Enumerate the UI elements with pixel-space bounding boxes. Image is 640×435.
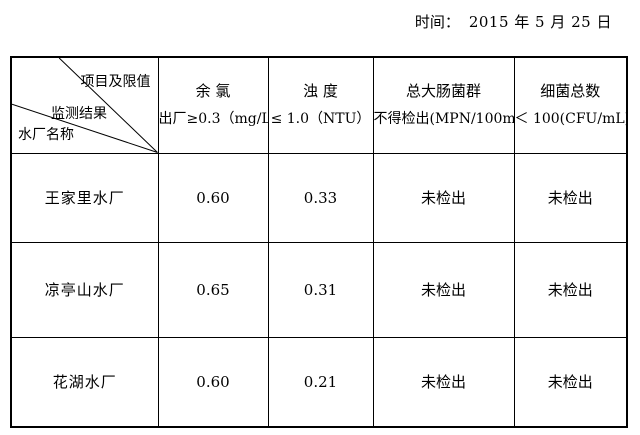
value-cell: 0.33 [267,152,374,243]
column-name: 总大肠菌群 [405,81,481,100]
column-name: 细菌总数 [540,81,601,100]
column-limit: 出厂≥0.3（mg/L） [158,110,267,127]
plant-name-cell: 凉亭山水厂 [10,241,159,338]
value-cell: 0.21 [267,336,374,428]
column-header-turbidity: 浊 度 ≤ 1.0（NTU） [267,56,374,154]
value-cell: 0.65 [157,241,269,338]
corner-label-items: 项目及限值 [80,74,151,90]
table-row: 王家里水厂 0.60 0.33 未检出 未检出 [10,152,628,243]
value-cell: 未检出 [513,241,628,338]
value-cell: 未检出 [372,241,515,338]
value-cell: 未检出 [513,152,628,243]
diagonal-divider-lines [12,58,157,152]
plant-name-cell: 花湖水厂 [10,336,159,428]
water-quality-table: 项目及限值 监测结果 水厂名称 余 氯 出厂≥0.3（mg/L） 浊 度 ≤ 1… [10,56,628,428]
table-row: 凉亭山水厂 0.65 0.31 未检出 未检出 [10,241,628,338]
corner-header-cell: 项目及限值 监测结果 水厂名称 [10,56,159,154]
value-cell: 0.31 [267,241,374,338]
table-row: 花湖水厂 0.60 0.21 未检出 未检出 [10,336,628,428]
value-cell: 未检出 [513,336,628,428]
column-name: 余 氯 [195,81,231,100]
column-name: 浊 度 [303,81,338,100]
value-cell: 未检出 [372,336,515,428]
column-limit: ＜ 100(CFU/mL) [514,110,627,127]
column-limit: ≤ 1.0（NTU） [270,110,371,127]
column-header-total-coliform: 总大肠菌群 不得检出(MPN/100ml) [372,56,515,154]
date-value: 2015 年 5 月 25 日 [468,13,612,31]
plant-name-cell: 王家里水厂 [10,152,159,243]
column-limit: 不得检出(MPN/100ml) [373,110,514,127]
column-header-bacteria-count: 细菌总数 ＜ 100(CFU/mL) [513,56,628,154]
corner-label-plants: 水厂名称 [18,126,74,143]
header-row: 项目及限值 监测结果 水厂名称 余 氯 出厂≥0.3（mg/L） 浊 度 ≤ 1… [10,56,628,154]
value-cell: 0.60 [157,152,269,243]
corner-label-results: 监测结果 [51,106,107,122]
report-date-line: 时间： 2015 年 5 月 25 日 [415,11,612,32]
value-cell: 0.60 [157,336,269,428]
date-label: 时间： [414,13,460,31]
column-header-residual-chlorine: 余 氯 出厂≥0.3（mg/L） [157,56,269,154]
value-cell: 未检出 [372,152,515,243]
